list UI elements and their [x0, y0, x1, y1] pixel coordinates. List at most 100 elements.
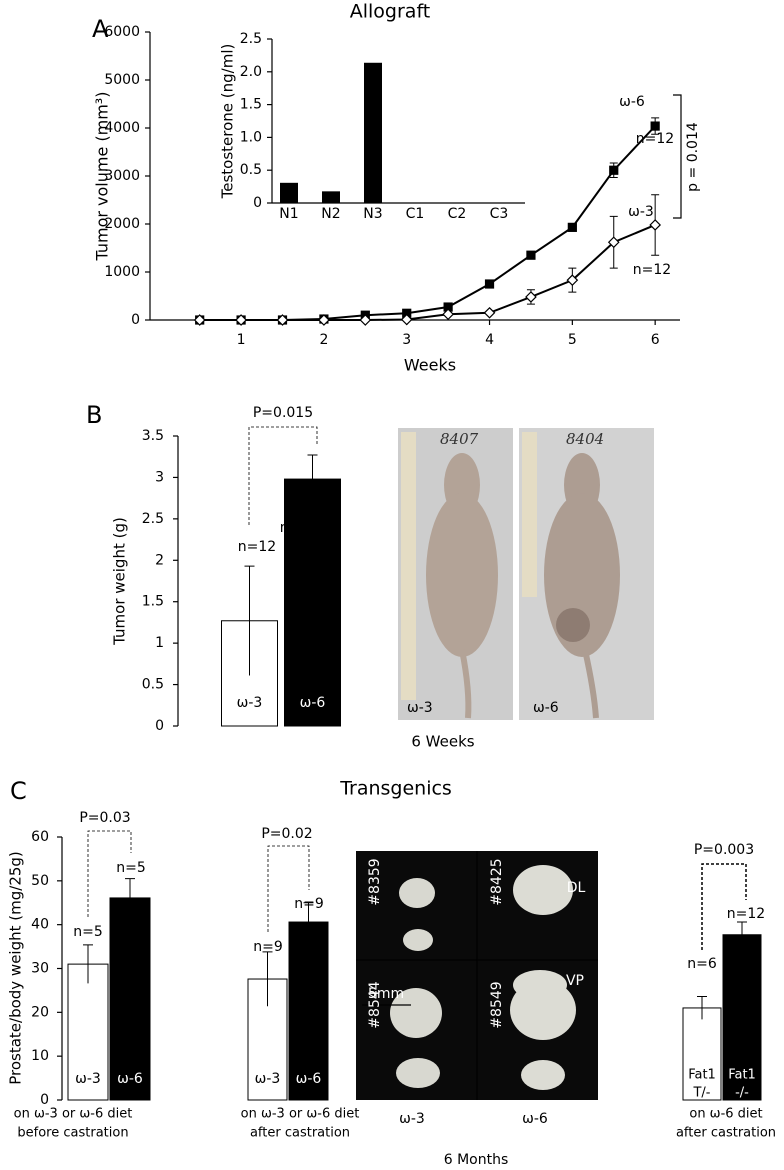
error-bar — [307, 454, 318, 504]
y-axis-label: Testosterone (ng/ml) — [219, 44, 237, 200]
significance-bracket — [267, 845, 310, 932]
point — [607, 236, 620, 249]
chart-title: Allograft — [350, 1, 431, 23]
y-tick-label: 60 — [31, 829, 49, 845]
significance-bracket — [673, 94, 682, 219]
category-label: Fat1 — [688, 1068, 716, 1083]
y-tick-label: 2000 — [104, 216, 140, 232]
category-label: ω-6 — [117, 1071, 143, 1087]
x-tick-label: 2 — [319, 332, 328, 348]
error-bar — [262, 951, 273, 1007]
significance-bracket — [248, 426, 318, 525]
x-axis-label: after castration — [676, 1126, 776, 1141]
bar — [67, 963, 109, 1101]
photo-label: ω-3 — [407, 700, 433, 716]
photo-id: #8425 — [489, 858, 505, 905]
series-line — [199, 125, 656, 321]
annotation: P=0.03 — [79, 810, 130, 826]
tissue — [403, 929, 433, 951]
x-axis-label: 6 Weeks — [411, 733, 474, 751]
y-tick-label: 10 — [31, 1048, 49, 1064]
photo-label: ω-6 — [533, 700, 559, 716]
category-label: N2 — [321, 206, 340, 222]
annotation: n=6 — [687, 956, 717, 972]
point — [484, 279, 495, 289]
x-tick-label: 3 — [402, 332, 411, 348]
tissue — [399, 878, 435, 908]
category-label: ω-6 — [296, 1071, 322, 1087]
y-tick-label: 40 — [31, 917, 49, 933]
ruler — [522, 432, 537, 597]
y-tick-label: 2.5 — [142, 511, 164, 527]
point — [400, 313, 413, 326]
y-tick-label: 2.5 — [240, 31, 262, 47]
y-tick-label: 0.5 — [142, 677, 164, 693]
series-line — [199, 224, 656, 321]
y-tick-label: 3 — [155, 469, 164, 485]
photo-caption: 6 Months — [444, 1152, 509, 1168]
category-label: ω-6 — [300, 695, 326, 711]
y-tick-label: 5000 — [104, 72, 140, 88]
y-tick-label: 1.5 — [240, 97, 262, 113]
panel-label: B — [86, 401, 102, 429]
photo-id: #8359 — [367, 858, 383, 905]
annotation: P=0.015 — [253, 405, 313, 421]
photo-id: #8549 — [489, 981, 505, 1028]
category-label: -/- — [735, 1086, 749, 1101]
category-label: ω-3 — [255, 1071, 281, 1087]
annotation: n=9 — [294, 896, 324, 912]
point — [235, 314, 247, 326]
y-tick-label: 50 — [31, 873, 49, 889]
y-tick-label: 0.5 — [240, 162, 262, 178]
x-axis-label: on ω-3 or ω-6 diet — [14, 1107, 133, 1122]
point — [318, 314, 330, 326]
y-tick-label: 0 — [131, 312, 140, 328]
tissue — [390, 988, 442, 1038]
mouse-tail — [582, 649, 599, 719]
y-axis-label: Tumor weight (g) — [111, 517, 129, 646]
tissue — [513, 865, 573, 915]
point — [649, 219, 662, 231]
mouse-tail — [459, 649, 472, 719]
section-title: Transgenics — [339, 778, 452, 800]
point — [276, 314, 289, 326]
panel-label: C — [10, 777, 27, 805]
significance-bracket — [87, 830, 132, 917]
y-tick-label: 1.5 — [142, 594, 164, 610]
error-bar — [244, 565, 255, 676]
category-label: C1 — [406, 206, 425, 222]
y-tick-label: 1.0 — [240, 129, 262, 145]
y-tick-label: 1 — [155, 635, 164, 651]
x-tick-label: 1 — [237, 332, 246, 348]
lobe-label: VP — [566, 973, 584, 989]
y-tick-label: 6000 — [104, 24, 140, 40]
bar — [284, 478, 341, 727]
point — [526, 250, 536, 260]
y-tick-label: 4000 — [104, 120, 140, 136]
category-label: C2 — [448, 206, 467, 222]
photo-label: ω-6 — [522, 1111, 548, 1127]
photo-tag: 8407 — [440, 430, 479, 448]
category-label: N1 — [279, 206, 298, 222]
error-bar — [303, 902, 314, 942]
tissue — [396, 1058, 440, 1088]
y-tick-label: 2.0 — [240, 64, 262, 80]
category-label: C3 — [490, 206, 509, 222]
bar — [322, 191, 340, 204]
category-label: Fat1 — [728, 1068, 756, 1083]
y-tick-label: 20 — [31, 1004, 49, 1020]
point — [609, 165, 619, 175]
x-axis-label: after castration — [250, 1126, 350, 1141]
y-tick-label: 3.5 — [142, 428, 164, 444]
x-tick-label: 6 — [651, 332, 660, 348]
category-label: ω-3 — [75, 1071, 101, 1087]
series-label: ω-3 — [628, 204, 654, 220]
category-label: T/- — [692, 1086, 710, 1101]
bar — [288, 921, 329, 1101]
annotation: n=9 — [253, 939, 283, 955]
annotation: n=12 — [238, 539, 276, 555]
x-axis-label: on ω-6 diet — [689, 1107, 762, 1122]
point — [566, 274, 579, 287]
category-label: ω-3 — [237, 695, 263, 711]
tissue — [521, 1060, 565, 1090]
